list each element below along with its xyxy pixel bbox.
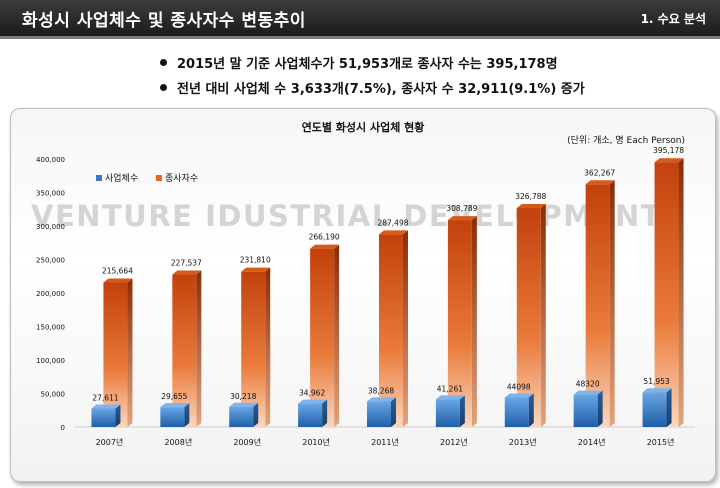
bullet-icon xyxy=(160,84,167,91)
bar-employees xyxy=(172,270,202,427)
data-label-employees: 326,788 xyxy=(515,192,546,201)
data-label-employees: 287,498 xyxy=(377,218,408,227)
data-label-employees: 362,267 xyxy=(584,168,615,177)
y-tick-label: 300,000 xyxy=(36,223,65,231)
chart-panel: VENTURE IDUSTRIAL DEVELOPMENT 0 50,000 100… xyxy=(10,108,716,482)
x-tick-label: 2010년 xyxy=(302,437,330,447)
y-tick-label: 350,000 xyxy=(36,190,65,198)
y-tick-label: 0 xyxy=(61,424,65,432)
summary-bullet-2: 전년 대비 사업체 수 3,633개(7.5%), 종사자 수 32,911(9… xyxy=(160,78,585,97)
bar-business xyxy=(367,397,396,427)
watermark: VENTURE IDUSTRIAL DEVELOPMENT xyxy=(31,199,663,233)
bar-employees xyxy=(585,180,615,427)
y-tick-label: 50,000 xyxy=(41,391,66,399)
bar-employees xyxy=(310,244,340,427)
data-label-business: 41,261 xyxy=(437,384,463,393)
legend-label: 사업체수 xyxy=(105,174,139,184)
data-label-employees: 266,190 xyxy=(309,233,340,242)
bar-business xyxy=(229,402,259,427)
legend-item-employees: 종사자수 xyxy=(156,171,198,184)
x-tick-label: 2012년 xyxy=(440,437,468,447)
data-label-business: 30,218 xyxy=(230,392,256,401)
bar-business xyxy=(160,403,190,427)
header-bar: 화성시 사업체수 및 종사자수 변동추이 1. 수요 분석 xyxy=(0,0,720,36)
bar-employees xyxy=(241,267,271,427)
x-tick-label: 2008년 xyxy=(164,437,192,447)
x-tick-label: 2009년 xyxy=(233,437,261,447)
data-label-business: 44098 xyxy=(507,382,531,391)
summary-text: 전년 대비 사업체 수 3,633개(7.5%), 종사자 수 32,911(9… xyxy=(177,82,585,97)
chart-canvas: 0 50,000 100,000 150,000 200,000 250,000 300,0… xyxy=(36,146,695,447)
bar-employees xyxy=(654,158,684,427)
data-label-business: 27,611 xyxy=(92,394,118,403)
header-divider xyxy=(0,36,720,39)
data-label-business: 48320 xyxy=(576,380,600,389)
data-label-employees: 231,810 xyxy=(240,256,271,265)
page-title: 화성시 사업체수 및 종사자수 변동추이 xyxy=(22,11,306,31)
bar-business xyxy=(573,390,603,427)
y-tick-label: 400,000 xyxy=(36,156,65,164)
data-label-employees: 395,178 xyxy=(653,146,684,155)
x-tick-label: 2007년 xyxy=(96,437,124,447)
data-label-business: 29,655 xyxy=(161,392,187,401)
data-label-business: 51,953 xyxy=(643,377,669,386)
x-tick-label: 2013년 xyxy=(509,437,537,447)
bar-business xyxy=(435,395,465,427)
y-tick-label: 250,000 xyxy=(36,257,65,265)
y-tick-label: 150,000 xyxy=(36,324,65,332)
summary-text: 2015년 말 기준 사업체수가 51,953개로 종사자 수는 395,178… xyxy=(177,57,558,72)
legend-swatch-business xyxy=(96,174,102,181)
bar-business xyxy=(642,388,672,427)
data-label-business: 34,962 xyxy=(299,389,325,398)
y-tick-label: 200,000 xyxy=(36,290,65,298)
legend-item-business: 사업체수 xyxy=(96,171,138,184)
bar-employees xyxy=(103,278,133,427)
x-tick-label: 2015년 xyxy=(647,437,675,447)
bar-employees xyxy=(516,204,546,427)
data-label-business: 38,268 xyxy=(368,386,394,395)
x-tick-label: 2011년 xyxy=(371,437,399,447)
bar-business xyxy=(504,393,534,427)
bar-employees xyxy=(447,216,477,427)
x-tick-label: 2014년 xyxy=(578,437,606,447)
data-label-employees: 227,537 xyxy=(171,259,202,268)
unit-note: (단위: 개소, 명 Each Person) xyxy=(567,136,685,146)
section-label: 1. 수요 분석 xyxy=(640,12,706,26)
data-label-employees: 215,664 xyxy=(102,267,133,276)
chart-title: 연도별 화성시 사업체 현황 xyxy=(301,121,425,134)
y-tick-label: 100,000 xyxy=(36,357,65,365)
legend-label: 종사자수 xyxy=(165,174,199,184)
summary-bullet-1: 2015년 말 기준 사업체수가 51,953개로 종사자 수는 395,178… xyxy=(160,53,558,72)
bar-business xyxy=(298,399,328,427)
bar-business xyxy=(91,404,121,427)
legend-swatch-employees xyxy=(156,174,162,181)
bar-employees xyxy=(379,230,408,427)
bullet-icon xyxy=(160,59,167,66)
data-label-employees: 308,789 xyxy=(446,204,477,213)
